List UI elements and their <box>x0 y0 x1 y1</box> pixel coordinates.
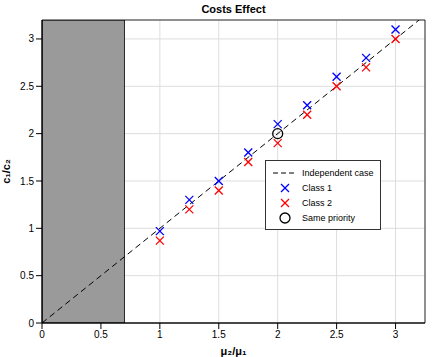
svg-text:2.5: 2.5 <box>20 81 34 92</box>
svg-text:0.5: 0.5 <box>94 329 108 340</box>
svg-text:3: 3 <box>393 329 399 340</box>
svg-text:1: 1 <box>28 223 34 234</box>
html-text:Class 1: Class 1 <box>302 182 332 193</box>
svg-text:3: 3 <box>28 33 34 44</box>
svg-text:μ₂/μ₁: μ₂/μ₁ <box>221 345 247 357</box>
html-text:Costs Effect: Costs Effect <box>201 3 266 15</box>
svg-text:1.5: 1.5 <box>212 329 226 340</box>
svg-text:2: 2 <box>28 128 34 139</box>
html-text:Independent case: Independent case <box>302 167 374 178</box>
svg-text:1: 1 <box>157 329 163 340</box>
svg-text:0.5: 0.5 <box>20 270 34 281</box>
svg-text:2: 2 <box>275 329 281 340</box>
svg-text:1.5: 1.5 <box>20 176 34 187</box>
svg-text:c₁/c₂: c₁/c₂ <box>8 159 12 184</box>
svg-text:2.5: 2.5 <box>330 329 344 340</box>
html-text:Class 2: Class 2 <box>302 197 332 208</box>
svg-text:0: 0 <box>39 329 45 340</box>
html-text:Same priority: Same priority <box>302 212 355 223</box>
svg-text:0: 0 <box>28 318 34 329</box>
